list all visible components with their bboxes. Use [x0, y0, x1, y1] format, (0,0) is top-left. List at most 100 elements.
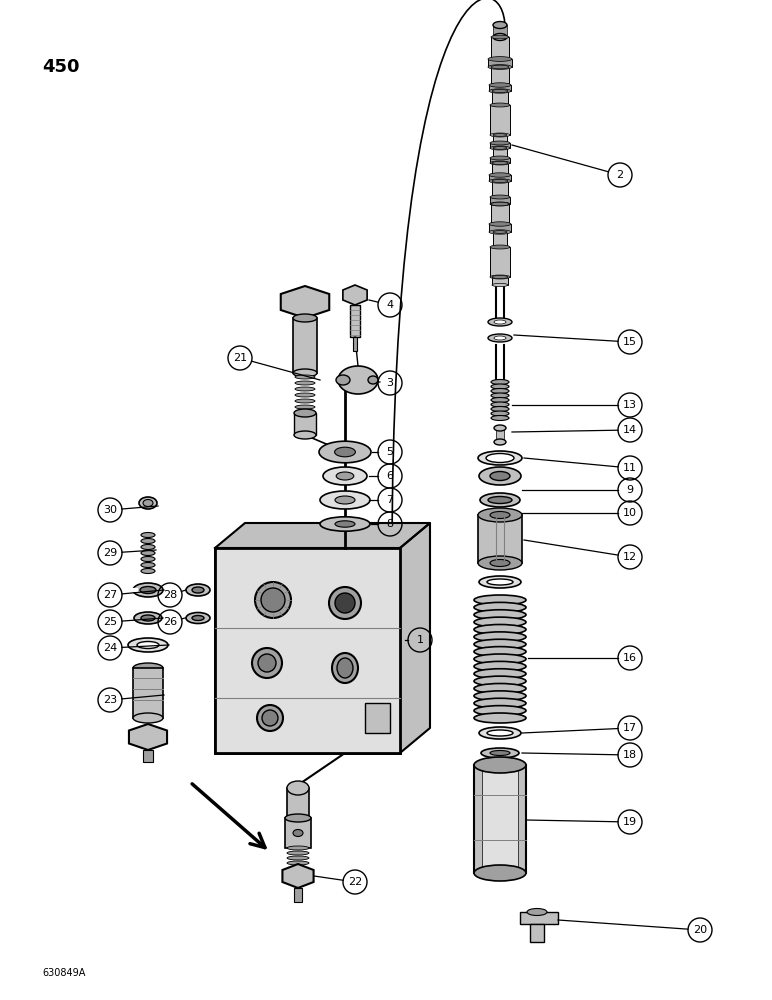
Ellipse shape [323, 467, 367, 485]
Ellipse shape [329, 587, 361, 619]
Ellipse shape [140, 586, 156, 593]
Ellipse shape [474, 632, 526, 642]
Ellipse shape [141, 544, 155, 550]
Ellipse shape [492, 89, 508, 93]
Ellipse shape [491, 83, 509, 87]
Ellipse shape [492, 103, 508, 107]
Ellipse shape [492, 283, 508, 287]
Text: 5: 5 [387, 447, 394, 457]
Bar [520, 912, 558, 924]
Ellipse shape [474, 691, 526, 701]
Ellipse shape [490, 133, 510, 137]
Ellipse shape [493, 142, 507, 144]
Ellipse shape [474, 647, 526, 657]
Ellipse shape [474, 595, 526, 605]
Ellipse shape [141, 550, 155, 556]
Ellipse shape [489, 83, 511, 87]
Ellipse shape [474, 602, 526, 612]
Ellipse shape [134, 612, 162, 624]
Bar [478, 515, 522, 563]
Ellipse shape [490, 560, 510, 566]
Ellipse shape [295, 375, 315, 379]
Ellipse shape [141, 532, 155, 538]
Ellipse shape [491, 379, 509, 384]
Text: 11: 11 [623, 463, 637, 473]
Ellipse shape [133, 663, 163, 673]
Ellipse shape [320, 491, 370, 509]
Ellipse shape [474, 757, 526, 773]
Bar [492, 163, 508, 175]
Ellipse shape [255, 582, 291, 618]
Ellipse shape [141, 568, 155, 574]
Ellipse shape [490, 146, 510, 150]
Ellipse shape [474, 639, 526, 649]
Text: 21: 21 [233, 353, 247, 363]
Ellipse shape [490, 103, 510, 107]
Ellipse shape [479, 576, 521, 588]
Ellipse shape [487, 579, 513, 585]
Ellipse shape [287, 861, 309, 865]
Ellipse shape [337, 658, 353, 678]
Ellipse shape [295, 387, 315, 391]
Bar [143, 750, 153, 762]
Bar [350, 305, 360, 337]
Ellipse shape [141, 556, 155, 562]
Ellipse shape [490, 512, 510, 518]
Ellipse shape [295, 381, 315, 385]
Bar [293, 318, 317, 373]
Bar [490, 158, 510, 163]
Ellipse shape [491, 65, 509, 69]
Ellipse shape [479, 467, 521, 485]
Text: 7: 7 [387, 495, 394, 505]
Ellipse shape [141, 615, 155, 621]
Ellipse shape [488, 334, 512, 342]
Bar [490, 143, 510, 148]
Ellipse shape [258, 654, 276, 672]
Polygon shape [400, 523, 430, 753]
Text: 10: 10 [623, 508, 637, 518]
Ellipse shape [133, 583, 163, 597]
Ellipse shape [493, 33, 507, 40]
Ellipse shape [192, 615, 204, 620]
Ellipse shape [474, 610, 526, 620]
Ellipse shape [491, 222, 509, 226]
Ellipse shape [335, 593, 355, 613]
Ellipse shape [143, 499, 153, 506]
Ellipse shape [320, 517, 370, 531]
Ellipse shape [486, 454, 514, 462]
Ellipse shape [481, 748, 519, 758]
Ellipse shape [139, 497, 157, 509]
Text: 14: 14 [623, 425, 637, 435]
Text: 22: 22 [348, 877, 362, 887]
Ellipse shape [319, 441, 371, 463]
Text: 630849A: 630849A [42, 968, 86, 978]
Ellipse shape [293, 314, 317, 322]
Text: 26: 26 [163, 617, 177, 627]
Bar [491, 67, 509, 85]
Bar [285, 818, 311, 848]
Text: 3: 3 [387, 378, 394, 388]
Ellipse shape [474, 865, 526, 881]
Ellipse shape [492, 173, 508, 177]
Ellipse shape [480, 493, 520, 507]
Ellipse shape [491, 411, 509, 416]
Ellipse shape [490, 141, 510, 145]
Ellipse shape [294, 431, 316, 439]
Bar [287, 788, 309, 818]
Ellipse shape [252, 648, 282, 678]
Text: 27: 27 [103, 590, 117, 600]
Bar [474, 765, 526, 873]
Polygon shape [283, 864, 313, 888]
Bar [530, 924, 544, 942]
Ellipse shape [492, 179, 508, 183]
Text: 6: 6 [387, 471, 394, 481]
Bar [493, 148, 507, 158]
Bar [491, 37, 509, 59]
Ellipse shape [491, 202, 509, 206]
Ellipse shape [493, 231, 507, 233]
Ellipse shape [489, 89, 511, 93]
Ellipse shape [293, 369, 317, 377]
Ellipse shape [338, 366, 378, 394]
Ellipse shape [527, 908, 547, 916]
Bar [215, 548, 400, 753]
